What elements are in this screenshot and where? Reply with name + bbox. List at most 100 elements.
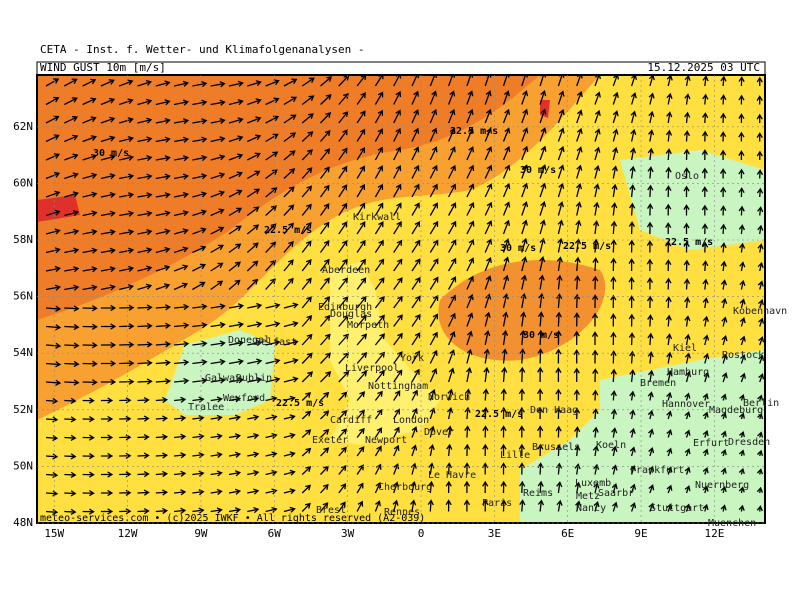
wind-arrow: [448, 294, 457, 309]
wind-arrow: [720, 412, 727, 420]
wind-arrow: [82, 116, 97, 124]
place-label: Nuernberg: [695, 480, 749, 491]
wind-arrow: [356, 500, 364, 512]
place-label: Hannover: [662, 399, 710, 410]
wind-arrow: [521, 108, 529, 124]
institute: CETA - Inst. f. Wetter- und Klimafolgena…: [40, 43, 365, 56]
place-label: Magdeburg: [709, 405, 763, 416]
wind-arrow: [738, 168, 745, 179]
wind-arrow: [338, 258, 348, 272]
wind-arrow: [82, 229, 98, 236]
wind-arrow: [283, 395, 296, 402]
wind-arrow: [283, 376, 299, 383]
contour-label: 22.5 m/s: [563, 241, 611, 252]
wind-arrow: [45, 379, 62, 386]
wind-arrow: [757, 261, 764, 272]
wind-arrow: [592, 238, 599, 253]
wind-arrow: [228, 171, 243, 180]
place-label: Berlin: [743, 398, 779, 409]
wind-arrow: [64, 172, 79, 180]
wind-arrow: [265, 469, 278, 476]
wind-arrow: [192, 377, 208, 384]
wind-arrow: [192, 118, 208, 125]
wind-arrow: [576, 164, 583, 179]
wind-arrow: [119, 265, 135, 272]
wind-arrow: [665, 277, 672, 290]
wind-arrow: [757, 243, 764, 253]
wind-arrow: [64, 471, 77, 478]
wind-arrow: [758, 317, 765, 327]
wind-arrow: [119, 229, 135, 236]
place-label: Kobenhavn: [733, 306, 787, 317]
wind-arrow: [45, 209, 61, 217]
contour-label: 22.5 m/s: [276, 398, 324, 409]
wind-arrow: [155, 396, 169, 404]
wind-arrow: [502, 219, 511, 235]
wind-arrow: [210, 136, 226, 143]
wind-arrow: [630, 75, 637, 87]
wind-arrow: [64, 453, 77, 460]
wind-arrow: [557, 108, 565, 124]
wind-arrow: [338, 184, 348, 198]
wind-arrow: [301, 352, 313, 364]
wind-arrow: [482, 406, 489, 420]
wind-arrow: [411, 407, 418, 420]
wind-arrow: [738, 242, 746, 253]
wind-arrow: [502, 145, 511, 161]
wind-arrow: [301, 466, 312, 475]
wind-arrow: [757, 394, 764, 401]
wind-arrow: [629, 427, 636, 438]
place-label: Luxemb.: [575, 478, 617, 489]
place-label: York: [400, 353, 424, 364]
wind-arrow: [448, 239, 457, 253]
wind-arrow: [45, 397, 59, 405]
wind-arrow: [82, 379, 98, 386]
wind-arrow: [155, 80, 171, 87]
wind-arrow: [739, 317, 746, 327]
wind-arrow: [557, 237, 564, 253]
wind-arrow: [356, 239, 366, 253]
wind-arrow: [594, 164, 601, 179]
wind-arrow: [320, 371, 332, 383]
wind-arrow: [703, 371, 710, 383]
wind-arrow: [555, 425, 562, 438]
wind-arrow: [338, 129, 348, 142]
wind-arrow: [210, 303, 226, 310]
wind-arrow: [173, 173, 190, 180]
wind-arrow: [64, 323, 80, 331]
wind-arrow: [611, 202, 618, 216]
wind-arrow: [519, 348, 526, 364]
wind-arrow: [429, 90, 438, 105]
wind-arrow: [210, 244, 224, 254]
lat-tick-label: 58N: [13, 233, 33, 246]
wind-arrow: [301, 95, 315, 106]
wind-arrow: [429, 239, 439, 253]
wind-arrow: [246, 242, 259, 253]
wind-arrow: [174, 396, 187, 403]
wind-arrow: [411, 109, 420, 124]
wind-arrow: [612, 146, 619, 161]
wind-arrow: [556, 274, 563, 290]
wind-arrow: [137, 98, 153, 106]
wind-arrow: [45, 361, 62, 368]
wind-arrow: [739, 298, 746, 309]
wind-arrow: [246, 188, 261, 198]
wind-arrow: [283, 168, 296, 179]
wind-arrow: [594, 128, 601, 142]
wind-arrow: [210, 414, 223, 422]
wind-arrow: [739, 354, 746, 364]
wind-arrow: [356, 165, 365, 179]
wind-arrow: [137, 136, 153, 143]
wind-arrow: [573, 389, 580, 401]
wind-arrow: [685, 370, 692, 383]
wind-arrow: [319, 240, 330, 253]
wind-arrow: [228, 243, 242, 254]
wind-arrow: [301, 167, 313, 179]
wind-arrow: [228, 207, 243, 217]
wind-arrow: [265, 376, 281, 383]
wind-arrow: [427, 499, 434, 512]
wind-arrow: [484, 238, 493, 253]
wind-arrow: [720, 467, 727, 475]
wind-arrow: [448, 312, 456, 327]
wind-arrow: [228, 99, 244, 106]
